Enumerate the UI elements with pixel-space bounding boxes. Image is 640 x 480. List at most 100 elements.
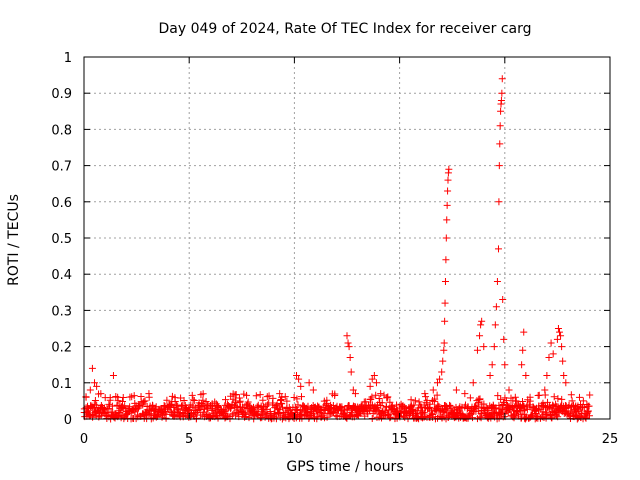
data-point	[429, 386, 437, 394]
background-point	[415, 398, 423, 406]
background-point	[419, 407, 427, 415]
background-point	[269, 394, 277, 402]
background-point	[190, 396, 198, 404]
background-point	[422, 393, 430, 401]
data-point	[444, 176, 452, 184]
data-point	[421, 390, 429, 398]
data-point	[495, 162, 503, 170]
background-point	[253, 410, 261, 418]
background-point	[244, 398, 252, 406]
background-point	[208, 406, 216, 414]
data-point	[440, 346, 448, 354]
data-point	[491, 321, 499, 329]
background-point	[544, 398, 552, 406]
data-point	[500, 335, 508, 343]
data-point	[461, 390, 469, 398]
data-point	[91, 379, 99, 387]
data-point	[519, 346, 527, 354]
data-point	[488, 361, 496, 369]
background-point	[148, 401, 156, 409]
y-tick-label: 0.4	[51, 268, 72, 283]
data-point	[349, 386, 357, 394]
x-tick-label: 10	[286, 432, 303, 447]
data-point	[480, 343, 488, 351]
background-point	[429, 410, 437, 418]
axis-ticks	[83, 56, 611, 420]
data-point	[295, 375, 303, 383]
background-point	[199, 390, 207, 398]
background-point	[221, 396, 229, 404]
data-point	[109, 372, 117, 380]
background-point	[410, 401, 418, 409]
data-point	[553, 335, 561, 343]
background-point	[584, 407, 592, 415]
data-point	[541, 386, 549, 394]
data-point	[492, 303, 500, 311]
background-point	[130, 392, 138, 400]
data-point	[441, 299, 449, 307]
data-point	[493, 277, 501, 285]
data-point	[97, 390, 105, 398]
y-tick-label: 0.7	[51, 160, 72, 175]
data-point	[560, 372, 568, 380]
x-tick-label: 25	[602, 432, 619, 447]
background-point	[89, 413, 97, 421]
background-point	[343, 406, 351, 414]
background-point	[273, 401, 281, 409]
background-point	[323, 413, 331, 421]
y-tick-label: 0.1	[51, 377, 72, 392]
data-point	[556, 328, 564, 336]
background-point	[368, 393, 376, 401]
background-point	[466, 394, 474, 402]
background-point	[281, 393, 289, 401]
background-point	[426, 400, 434, 408]
data-point	[495, 198, 503, 206]
data-point	[442, 234, 450, 242]
background-point	[497, 395, 505, 403]
background-point	[386, 398, 394, 406]
data-point	[344, 339, 352, 347]
data-point	[476, 332, 484, 340]
background-point	[263, 393, 271, 401]
background-point	[106, 396, 114, 404]
data-point	[305, 379, 313, 387]
background-point	[347, 412, 355, 420]
background-point	[262, 402, 270, 410]
data-point	[547, 339, 555, 347]
background-point	[535, 406, 543, 414]
background-point	[473, 402, 481, 410]
data-point	[366, 382, 374, 390]
data-point	[145, 393, 153, 401]
background-point	[241, 409, 249, 417]
background-point	[579, 397, 587, 405]
background-point	[118, 397, 126, 405]
data-point	[114, 393, 122, 401]
data-point	[494, 245, 502, 253]
background-point	[278, 400, 286, 408]
background-point	[239, 403, 247, 411]
data-point	[440, 339, 448, 347]
y-tick-label: 0.6	[51, 196, 72, 211]
data-point	[496, 122, 504, 130]
background-point	[373, 403, 381, 411]
background-point	[283, 397, 291, 405]
data-point	[439, 357, 447, 365]
x-axis-label: GPS time / hours	[286, 459, 403, 475]
data-point	[347, 368, 355, 376]
background-point	[309, 410, 317, 418]
data-point	[278, 393, 286, 401]
y-axis-label: ROTI / TECUs	[6, 194, 22, 286]
data-point	[490, 343, 498, 351]
data-point	[497, 107, 505, 115]
y-tick-label: 0.8	[51, 123, 72, 138]
data-point	[370, 372, 378, 380]
background-point	[401, 413, 409, 421]
data-point	[441, 277, 449, 285]
data-point	[436, 375, 444, 383]
data-point	[346, 353, 354, 361]
background-point	[422, 399, 430, 407]
background-point	[259, 396, 267, 404]
x-tick-label: 5	[185, 432, 193, 447]
y-tick-label: 0.3	[51, 304, 72, 319]
